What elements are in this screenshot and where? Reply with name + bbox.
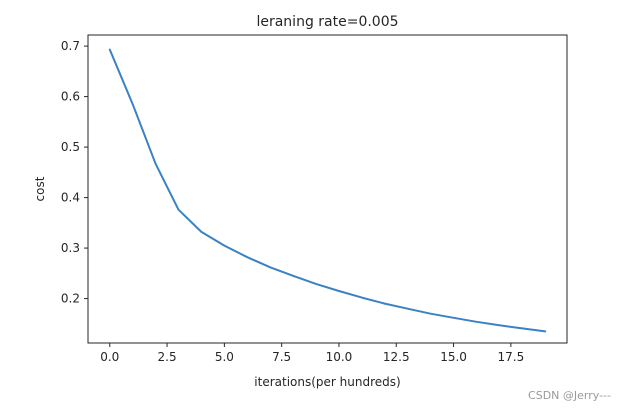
chart-title: leraning rate=0.005 [256,14,398,30]
y-tick-label: 0.6 [61,90,80,104]
watermark: CSDN @Jerry--- [528,389,611,402]
x-tick-label: 15.0 [440,350,467,364]
y-tick-label: 0.3 [61,241,80,255]
x-axis-label: iterations(per hundreds) [254,375,400,389]
cost-series-line [108,48,547,333]
x-axis-ticks: 0.0 2.5 5.0 7.5 10.0 12.5 15.0 17.5 [100,343,524,364]
x-tick-label: 10.0 [326,350,353,364]
y-tick-label: 0.4 [61,191,80,205]
x-tick-label: 12.5 [383,350,410,364]
y-tick-label: 0.7 [61,39,80,53]
x-tick-label: 2.5 [158,350,177,364]
y-tick-label: 0.5 [61,140,80,154]
x-tick-label: 7.5 [272,350,291,364]
y-tick-label: 0.2 [61,292,80,306]
x-tick-label: 0.0 [100,350,119,364]
x-tick-label: 17.5 [497,350,524,364]
y-axis-ticks: 0.2 0.3 0.4 0.5 0.6 0.7 [61,39,88,306]
x-tick-label: 5.0 [215,350,234,364]
y-axis-label: cost [33,176,47,201]
plot-area-frame [87,34,568,344]
